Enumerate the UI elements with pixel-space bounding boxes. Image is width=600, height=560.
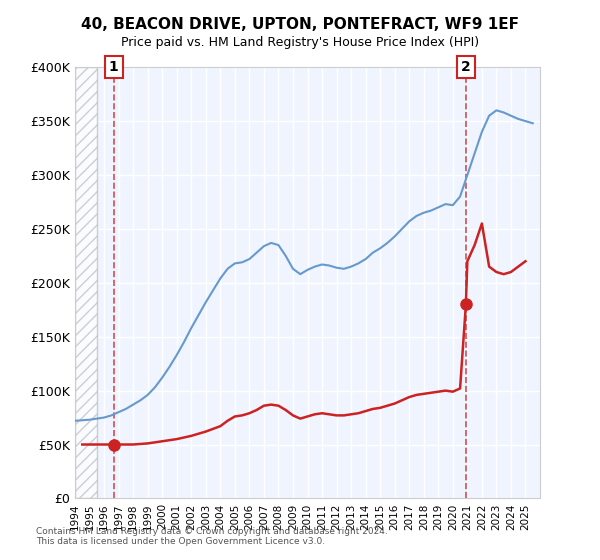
Text: Price paid vs. HM Land Registry's House Price Index (HPI): Price paid vs. HM Land Registry's House …: [121, 36, 479, 49]
Text: 1: 1: [109, 60, 119, 74]
Bar: [75, 67, 97, 498]
Text: 2: 2: [461, 60, 471, 74]
Text: 40, BEACON DRIVE, UPTON, PONTEFRACT, WF9 1EF: 40, BEACON DRIVE, UPTON, PONTEFRACT, WF9…: [81, 17, 519, 32]
Text: Contains HM Land Registry data © Crown copyright and database right 2024.
This d: Contains HM Land Registry data © Crown c…: [36, 526, 388, 546]
